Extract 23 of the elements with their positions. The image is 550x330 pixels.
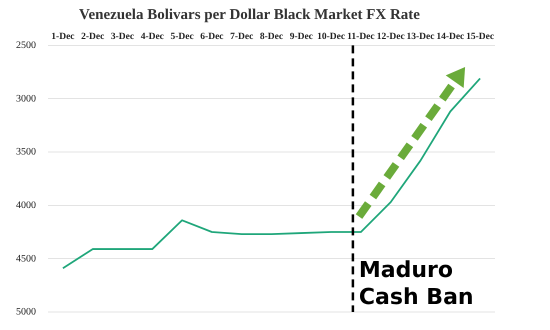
- x-tick-label: 7-Dec: [230, 32, 254, 42]
- x-tick-label: 5-Dec: [170, 32, 194, 42]
- ref-line-label: Maduro Cash Ban: [358, 258, 474, 310]
- y-tick-label: 5000: [16, 306, 36, 318]
- x-tick-label: 13-Dec: [406, 32, 434, 42]
- x-tick-label: 3-Dec: [110, 32, 134, 42]
- x-tick-label: 2-Dec: [81, 32, 104, 42]
- x-tick-label: 9-Dec: [290, 32, 313, 42]
- x-tick-label: 4-Dec: [140, 32, 164, 42]
- x-tick-label: 10-Dec: [317, 32, 346, 42]
- y-tick-label: 4000: [16, 200, 36, 211]
- y-tick-label: 3500: [16, 146, 36, 158]
- x-tick-label: 11-Dec: [347, 32, 375, 42]
- x-tick-label: 6-Dec: [200, 32, 224, 42]
- chart-title: Venezuela Bolivars per Dollar Black Market FX Rate: [79, 6, 420, 23]
- x-tick-label: 1-Dec: [51, 32, 75, 42]
- y-tick-label: 2500: [16, 40, 36, 52]
- y-tick-label: 4500: [16, 253, 36, 264]
- x-tick-label: 12-Dec: [376, 32, 405, 42]
- x-tick-label: 14-Dec: [436, 32, 464, 42]
- y-tick-label: 3000: [16, 93, 36, 104]
- x-tick-label: 8-Dec: [260, 32, 284, 42]
- x-tick-label: 15-Dec: [466, 32, 494, 42]
